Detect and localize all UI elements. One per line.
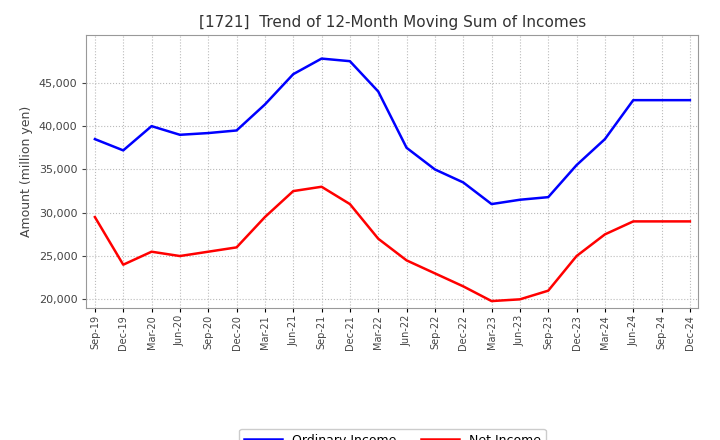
Net Income: [119, 262, 127, 268]
Net Income: [261, 214, 269, 220]
Net Income: [516, 297, 524, 302]
Net Income: [572, 253, 581, 259]
Net Income: [685, 219, 694, 224]
Ordinary Income: [572, 162, 581, 168]
Line: Net Income: Net Income: [95, 187, 690, 301]
Net Income: [148, 249, 156, 254]
Ordinary Income: [459, 180, 467, 185]
Ordinary Income: [402, 145, 411, 150]
Ordinary Income: [233, 128, 241, 133]
Ordinary Income: [600, 136, 609, 142]
Ordinary Income: [657, 98, 666, 103]
Ordinary Income: [374, 89, 382, 94]
Ordinary Income: [516, 197, 524, 202]
Net Income: [204, 249, 212, 254]
Ordinary Income: [148, 124, 156, 129]
Net Income: [544, 288, 552, 293]
Net Income: [91, 214, 99, 220]
Net Income: [233, 245, 241, 250]
Net Income: [176, 253, 184, 259]
Ordinary Income: [204, 130, 212, 136]
Net Income: [289, 188, 297, 194]
Net Income: [629, 219, 637, 224]
Net Income: [346, 202, 354, 207]
Net Income: [431, 271, 439, 276]
Ordinary Income: [119, 148, 127, 153]
Net Income: [487, 298, 496, 304]
Line: Ordinary Income: Ordinary Income: [95, 59, 690, 204]
Title: [1721]  Trend of 12-Month Moving Sum of Incomes: [1721] Trend of 12-Month Moving Sum of I…: [199, 15, 586, 30]
Y-axis label: Amount (million yen): Amount (million yen): [20, 106, 33, 237]
Ordinary Income: [431, 167, 439, 172]
Net Income: [459, 284, 467, 289]
Net Income: [318, 184, 326, 189]
Legend: Ordinary Income, Net Income: Ordinary Income, Net Income: [239, 429, 546, 440]
Ordinary Income: [544, 194, 552, 200]
Ordinary Income: [176, 132, 184, 137]
Ordinary Income: [91, 136, 99, 142]
Ordinary Income: [685, 98, 694, 103]
Net Income: [402, 258, 411, 263]
Net Income: [374, 236, 382, 242]
Ordinary Income: [318, 56, 326, 61]
Ordinary Income: [261, 102, 269, 107]
Net Income: [600, 232, 609, 237]
Ordinary Income: [487, 202, 496, 207]
Ordinary Income: [629, 98, 637, 103]
Ordinary Income: [289, 72, 297, 77]
Ordinary Income: [346, 59, 354, 64]
Net Income: [657, 219, 666, 224]
